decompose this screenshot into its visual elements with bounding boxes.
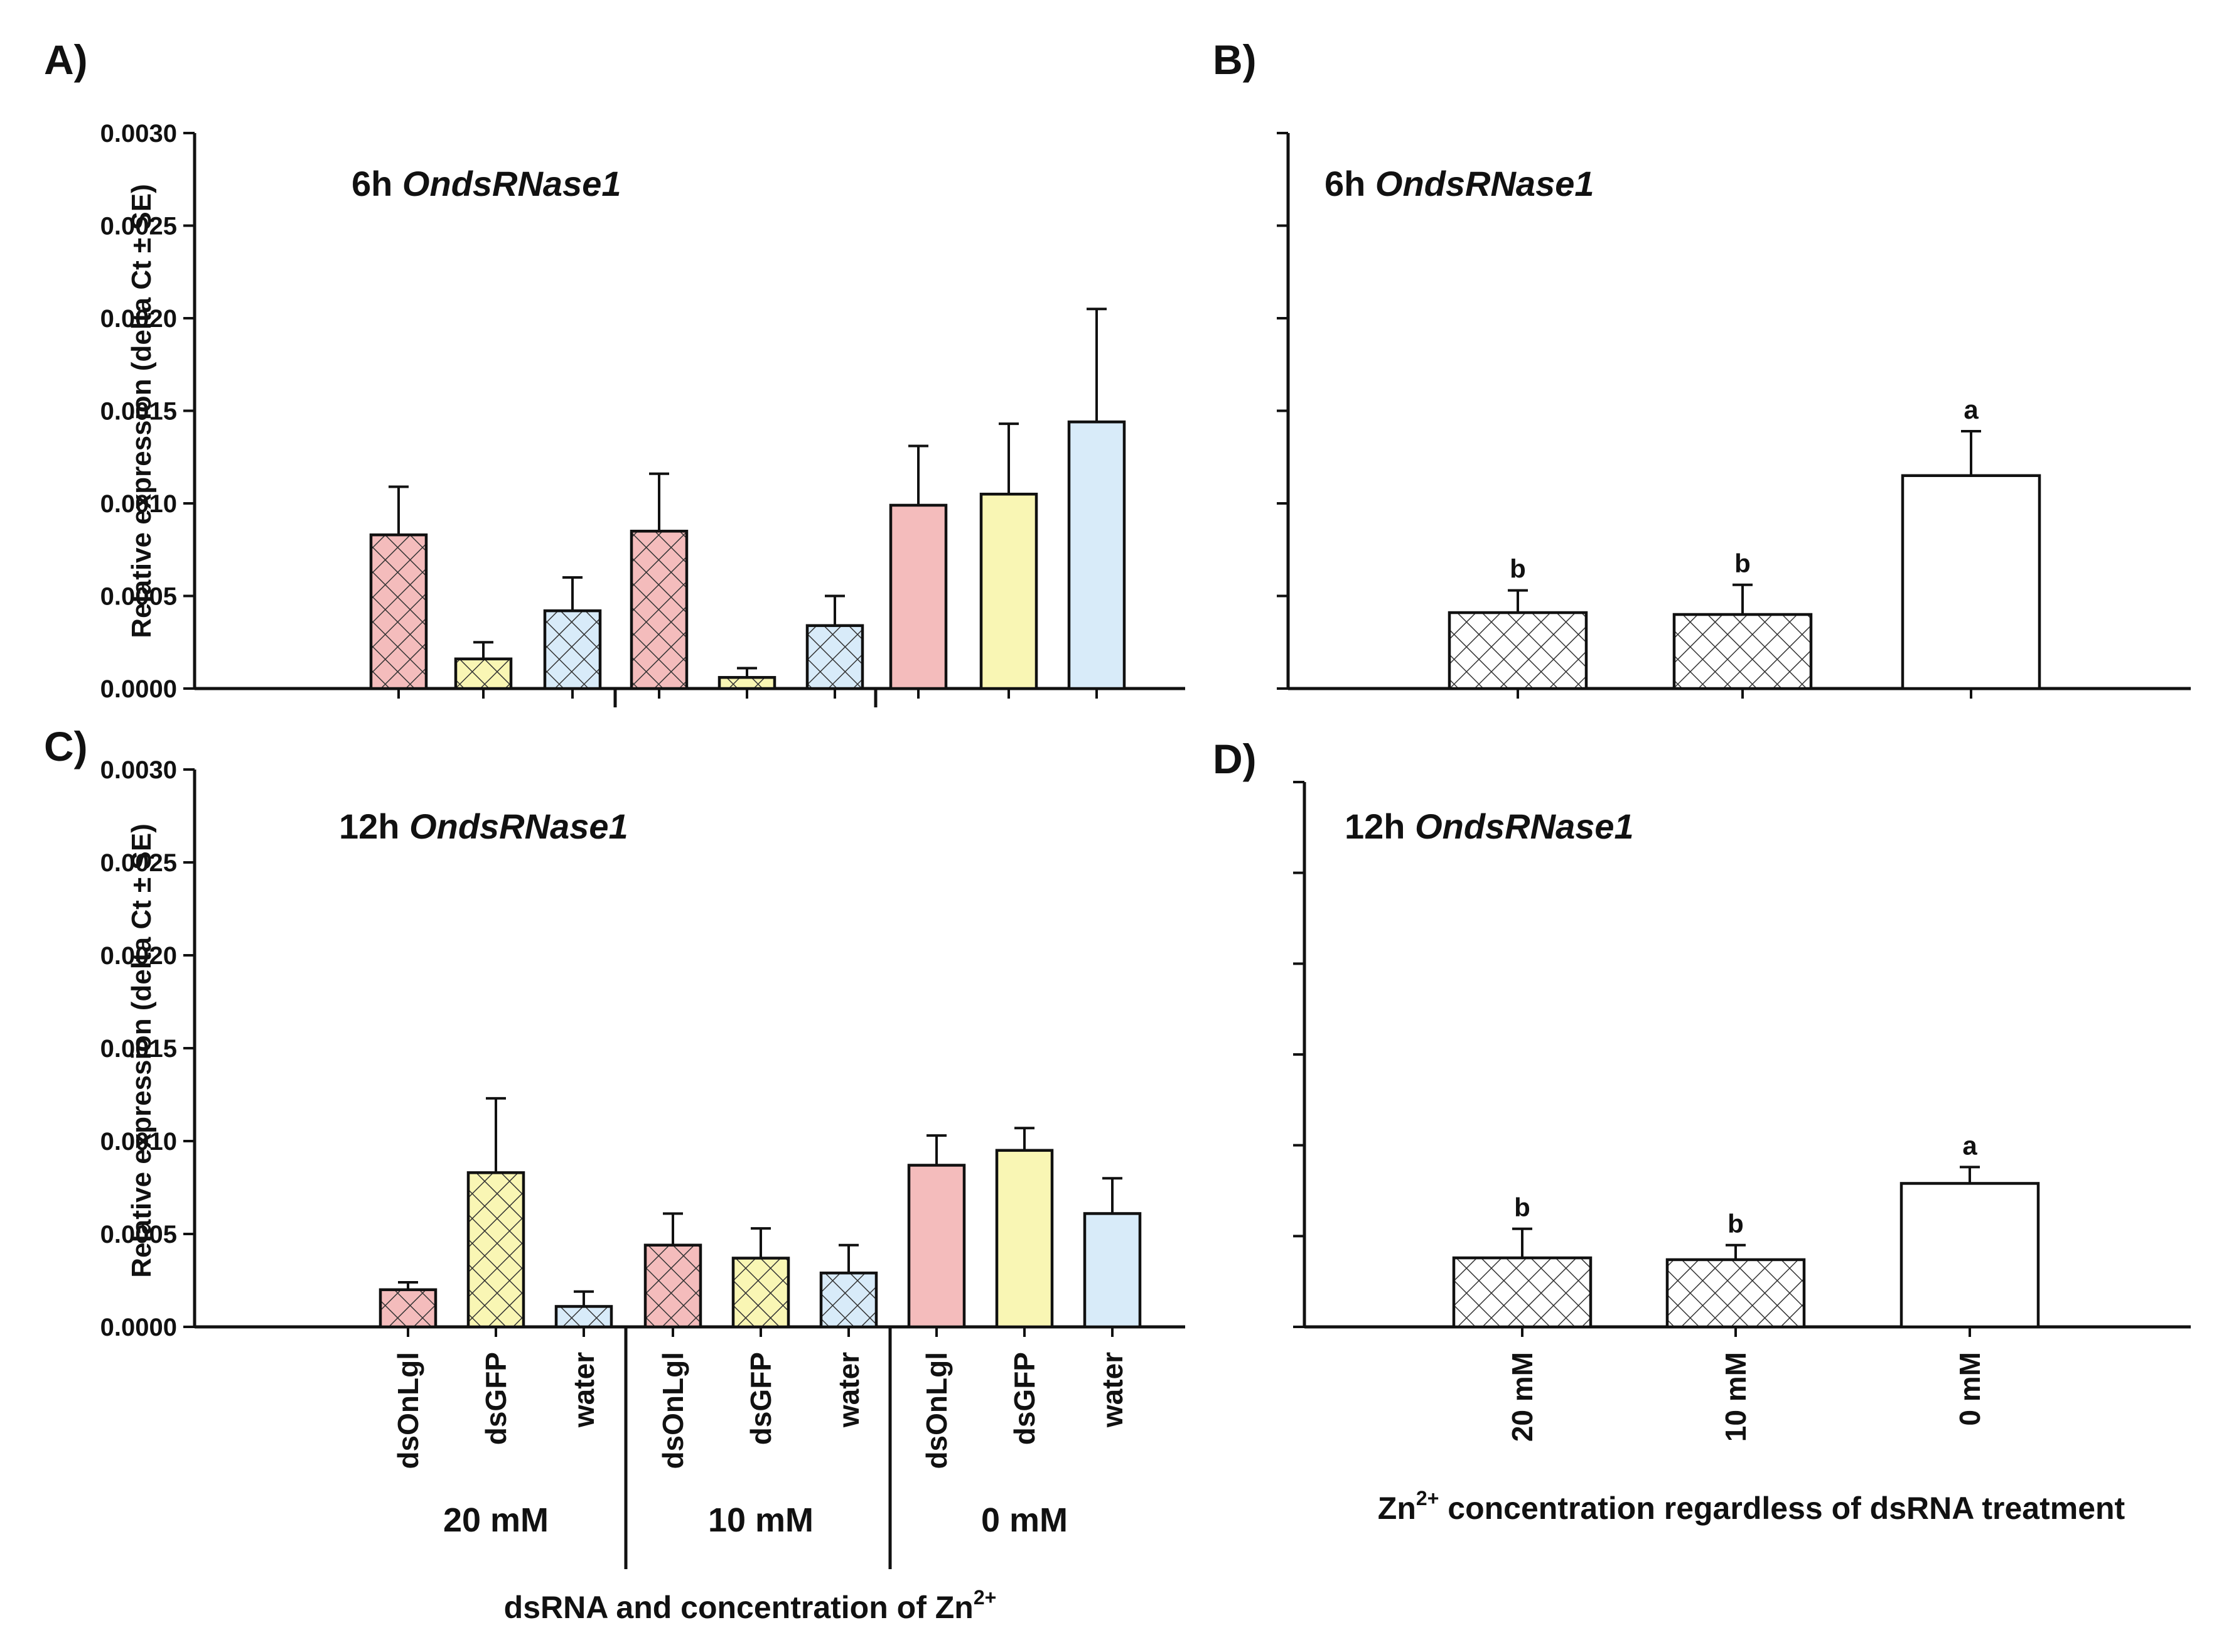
xlabel-d-suffix: concentration regardless of dsRNA treatm… — [1439, 1491, 2125, 1526]
bar — [1901, 474, 2041, 690]
panel-title-b: 6h OndsRNase1 — [1324, 164, 1594, 203]
y-tick-label: 0.0025 — [100, 213, 177, 240]
y-tick-label: 0.0010 — [100, 490, 177, 518]
y-tick-label: 0.0020 — [100, 305, 177, 333]
bar — [466, 1171, 525, 1329]
ylabel-c: Relative expression (delta Ct ± SE) — [126, 823, 157, 1278]
panel-title-c: 12h OndsRNase1 — [339, 807, 628, 846]
y-tick-label: 0.0030 — [100, 756, 177, 784]
bar — [1448, 611, 1588, 690]
significance-label: b — [1727, 1209, 1744, 1238]
bar — [1899, 1182, 2040, 1329]
bar — [379, 1288, 438, 1329]
panel-letter-c: C) — [44, 723, 88, 770]
bar — [630, 530, 689, 690]
category-label: 10 mM — [1719, 1352, 1752, 1442]
y-tick-label: 0.0005 — [100, 1221, 177, 1248]
bar — [369, 533, 428, 690]
bar — [805, 624, 864, 690]
xlabel-d-sup: 2+ — [1416, 1487, 1439, 1510]
y-tick-label: 0.0010 — [100, 1128, 177, 1156]
bar — [1452, 1256, 1593, 1329]
y-tick-label: 0.0020 — [100, 942, 177, 970]
significance-label: a — [1964, 395, 1979, 424]
plots: 0.0000 0.0005 0.0010 0.0015 0.0020 0.0025 0.00… — [100, 120, 2191, 1569]
xlabel-c-text: dsRNA and concentration of Zn — [504, 1590, 974, 1625]
group-label: 0 mM — [981, 1501, 1068, 1539]
panel-title-d: 12h OndsRNase1 — [1345, 807, 1634, 846]
y-tick-label: 0.0015 — [100, 398, 177, 426]
panel-title-c-gene: OndsRNase1 — [409, 807, 628, 846]
panel-title-a-time: 6h — [352, 164, 402, 203]
significance-label: b — [1514, 1193, 1530, 1222]
ylabel-a: Relative expression (delta Ct ± SE) — [126, 184, 157, 638]
xlabel-c-sup: 2+ — [974, 1586, 996, 1609]
plot-panel-1: 0.0000 0.0005 0.0010 0.0015 0.0020 0.0025 0.00… — [100, 120, 1185, 707]
plot-panel-4: b 20 mM b 10 mM a 0 mM — [1293, 781, 2191, 1442]
bar — [1665, 1258, 1806, 1329]
significance-label: a — [1962, 1130, 1977, 1160]
panel-letter-a: A) — [44, 36, 88, 83]
y-tick-label: 0.0000 — [100, 675, 177, 703]
category-label: water — [567, 1352, 600, 1428]
xlabel-d: Zn2+ concentration regardless of dsRNA t… — [1378, 1487, 2125, 1526]
panel-title-d-gene: OndsRNase1 — [1415, 807, 1634, 846]
category-label: dsOnLgl — [920, 1352, 953, 1469]
panel-title-c-time: 12h — [339, 807, 409, 846]
panel-letter-b: B) — [1213, 36, 1257, 83]
plot-panel-2: b b a — [1277, 132, 2191, 699]
bar — [543, 609, 602, 690]
plot-panel-3: 0.0000 0.0005 0.0010 0.0015 0.0020 0.0025 0.00… — [100, 756, 1185, 1569]
y-tick-label: 0.0015 — [100, 1035, 177, 1063]
y-tick-label: 0.0025 — [100, 849, 177, 877]
panel-title-b-time: 6h — [1324, 164, 1375, 203]
y-tick-label: 0.0030 — [100, 120, 177, 148]
category-label: dsGFP — [1008, 1352, 1041, 1445]
bar — [454, 657, 513, 690]
bar — [1067, 420, 1126, 690]
bar — [995, 1149, 1054, 1329]
bar — [554, 1305, 613, 1329]
group-label: 10 mM — [708, 1501, 814, 1539]
bar — [643, 1243, 702, 1329]
category-label: 20 mM — [1506, 1352, 1539, 1442]
bar — [1672, 613, 1813, 690]
bar — [979, 493, 1038, 690]
panel-letter-d: D) — [1213, 736, 1257, 782]
significance-label: b — [1510, 554, 1526, 584]
category-label: dsGFP — [744, 1352, 777, 1445]
bar — [731, 1257, 790, 1329]
y-tick-label: 0.0000 — [100, 1314, 177, 1341]
y-tick-label: 0.0005 — [100, 583, 177, 611]
panel-title-b-gene: OndsRNase1 — [1375, 164, 1594, 203]
panel-title-d-time: 12h — [1345, 807, 1415, 846]
bar — [717, 676, 776, 690]
bar — [889, 503, 948, 690]
significance-label: b — [1734, 549, 1751, 578]
panel-title-a-gene: OndsRNase1 — [402, 164, 621, 203]
group-label: 20 mM — [443, 1501, 549, 1539]
bar — [907, 1164, 966, 1329]
bar — [1083, 1212, 1142, 1329]
category-label: water — [1096, 1352, 1129, 1428]
category-label: 0 mM — [1953, 1352, 1986, 1426]
category-label: dsOnLgl — [657, 1352, 689, 1469]
bar — [819, 1271, 878, 1329]
xlabel-d-prefix: Zn — [1378, 1491, 1416, 1526]
category-label: dsGFP — [480, 1352, 512, 1445]
category-label: water — [832, 1352, 865, 1428]
category-label: dsOnLgl — [392, 1352, 424, 1469]
panel-title-a: 6h OndsRNase1 — [352, 164, 621, 203]
xlabel-c: dsRNA and concentration of Zn2+ — [504, 1586, 997, 1625]
